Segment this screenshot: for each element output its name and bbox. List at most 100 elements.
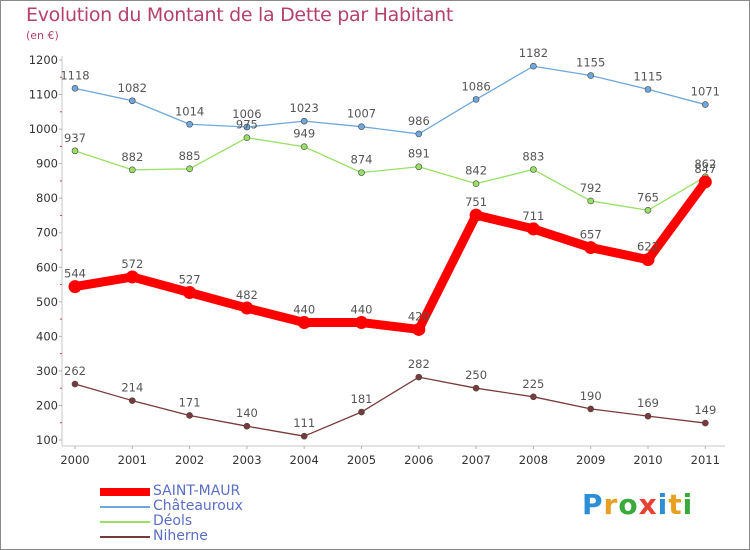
series-line-Niherne — [74, 376, 706, 437]
data-label: 949 — [293, 127, 315, 141]
data-label: 1014 — [175, 104, 204, 118]
data-label: 225 — [522, 377, 544, 391]
logo-letter: i — [657, 488, 669, 521]
data-label: 214 — [121, 381, 143, 395]
data-label: 751 — [465, 195, 487, 209]
data-label: 140 — [236, 406, 258, 420]
data-point — [297, 316, 311, 330]
data-label: 986 — [408, 114, 430, 128]
y-tick-label: 1200 — [29, 53, 58, 67]
data-point — [530, 166, 537, 173]
data-label: 847 — [694, 162, 716, 176]
data-point — [129, 166, 136, 174]
data-label: 711 — [522, 209, 544, 223]
data-point — [186, 165, 193, 173]
data-label: 882 — [121, 150, 143, 164]
proxiti-logo: Proxiti — [582, 488, 693, 521]
data-point — [587, 72, 595, 79]
data-point — [472, 96, 480, 103]
logo-letter: x — [638, 488, 658, 521]
data-point — [587, 405, 595, 413]
data-point — [530, 62, 537, 70]
y-tick-label: 500 — [36, 295, 58, 309]
data-label: 149 — [694, 403, 716, 417]
data-label: 891 — [408, 147, 430, 161]
x-tick-label: 2006 — [404, 453, 433, 467]
series-line-Châteauroux — [74, 65, 706, 135]
logo-letter: P — [582, 488, 604, 521]
data-label: 862 — [694, 157, 716, 171]
data-label: 1082 — [118, 81, 147, 95]
logo-letter: i — [682, 488, 694, 521]
data-point — [641, 253, 655, 267]
series-line-Déols — [74, 137, 706, 211]
x-tick-label: 2005 — [347, 453, 376, 467]
x-tick-label: 2001 — [118, 453, 147, 467]
data-point — [186, 120, 193, 128]
x-tick-label: 2008 — [519, 453, 548, 467]
data-point — [644, 86, 652, 93]
y-tick-label: 400 — [36, 329, 58, 343]
y-tick-label: 700 — [36, 226, 58, 240]
data-label: 169 — [637, 396, 659, 410]
data-label: 181 — [351, 392, 373, 406]
data-point — [415, 163, 423, 171]
y-tick-label: 900 — [36, 157, 58, 171]
data-label: 792 — [580, 181, 602, 195]
data-point — [526, 222, 540, 236]
data-label: 1115 — [633, 69, 662, 83]
data-label: 482 — [236, 288, 258, 302]
x-tick-label: 2010 — [633, 453, 662, 467]
data-point — [698, 175, 712, 189]
data-point — [129, 397, 136, 404]
data-point — [358, 169, 365, 176]
data-label: 1182 — [519, 46, 548, 60]
data-point — [125, 270, 139, 284]
data-label: 171 — [179, 395, 201, 409]
data-point — [243, 422, 251, 430]
data-point — [300, 117, 308, 125]
data-point — [415, 373, 423, 381]
data-point — [358, 123, 365, 130]
data-label: 282 — [408, 357, 430, 371]
data-point — [71, 380, 79, 388]
x-tick-label: 2011 — [691, 453, 720, 467]
chart-title: Evolution du Montant de la Dette par Hab… — [26, 4, 454, 26]
x-tick-label: 2003 — [232, 453, 261, 467]
data-label: 262 — [64, 364, 86, 378]
data-label: 975 — [236, 118, 258, 132]
y-tick-label: 1000 — [29, 122, 58, 136]
data-point — [71, 147, 79, 155]
data-point — [412, 322, 426, 336]
data-point — [415, 130, 423, 138]
y-tick-label: 800 — [36, 191, 58, 205]
legend-label: SAINT-MAUR — [153, 483, 241, 499]
legend-swatch — [100, 535, 150, 538]
data-point — [644, 206, 652, 214]
data-point — [358, 408, 365, 416]
legend-label: Châteauroux — [153, 498, 243, 514]
data-label: 1006 — [232, 107, 261, 121]
data-point — [243, 134, 251, 142]
data-label: 1007 — [347, 107, 376, 121]
data-label: 1023 — [290, 101, 319, 115]
data-label: 1155 — [576, 56, 605, 70]
data-point — [584, 241, 598, 255]
y-tick-label: 300 — [36, 364, 58, 378]
legend-swatch — [100, 487, 150, 496]
data-label: 1118 — [60, 68, 89, 82]
data-point — [300, 432, 308, 440]
data-label: 937 — [64, 131, 86, 145]
data-label: 1086 — [461, 79, 490, 93]
y-tick-label: 600 — [36, 260, 58, 274]
data-point — [472, 180, 480, 187]
data-point — [68, 280, 82, 294]
y-tick-label: 100 — [36, 433, 58, 447]
data-label: 440 — [293, 303, 315, 317]
x-tick-label: 2004 — [290, 453, 319, 467]
data-point — [472, 384, 480, 392]
x-tick-label: 2009 — [576, 453, 605, 467]
data-point — [701, 419, 709, 427]
legend-swatch — [100, 520, 150, 523]
